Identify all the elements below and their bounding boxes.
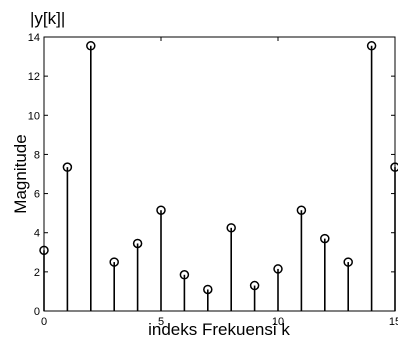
plot-frame — [43, 36, 396, 312]
stem-marker — [203, 284, 213, 295]
stem-marker — [179, 270, 190, 280]
y-tick-label: 10 — [28, 110, 40, 122]
x-tick-label: 5 — [158, 316, 164, 328]
stems — [39, 41, 398, 311]
stem-marker — [86, 41, 96, 51]
axes — [43, 36, 396, 312]
y-tick-label: 14 — [28, 32, 40, 44]
stem-marker — [296, 205, 307, 215]
y-tick-label: 4 — [34, 228, 40, 240]
stem-marker — [62, 162, 73, 172]
y-tick-label: 8 — [34, 149, 40, 161]
stem-marker — [249, 280, 260, 291]
y-tick-label: 0 — [34, 306, 40, 318]
y-tick-label: 2 — [34, 267, 40, 279]
stem-marker — [390, 162, 398, 172]
y-tick-label: 12 — [28, 71, 40, 83]
x-tick-label: 15 — [389, 316, 398, 328]
x-ticks: 0 5 10 15 — [41, 37, 398, 328]
y-ticks: 0 2 4 6 8 10 12 14 — [28, 32, 395, 318]
stem-marker — [39, 245, 49, 256]
stem-marker — [366, 41, 377, 51]
stem-marker — [343, 257, 353, 267]
chart-title: |y[k]| — [30, 9, 65, 28]
y-tick-label: 6 — [34, 189, 40, 201]
stem-marker — [320, 233, 330, 244]
stem-marker — [109, 257, 119, 267]
stem-marker — [273, 264, 283, 274]
stem-marker — [226, 223, 236, 233]
x-tick-label: 0 — [41, 316, 47, 328]
stem-marker — [132, 238, 143, 249]
x-axis-label: indeks Frekuensi k — [148, 320, 290, 339]
x-tick-label: 10 — [272, 316, 284, 328]
stem-marker — [156, 205, 166, 215]
y-axis-label: Magnitude — [11, 134, 30, 213]
